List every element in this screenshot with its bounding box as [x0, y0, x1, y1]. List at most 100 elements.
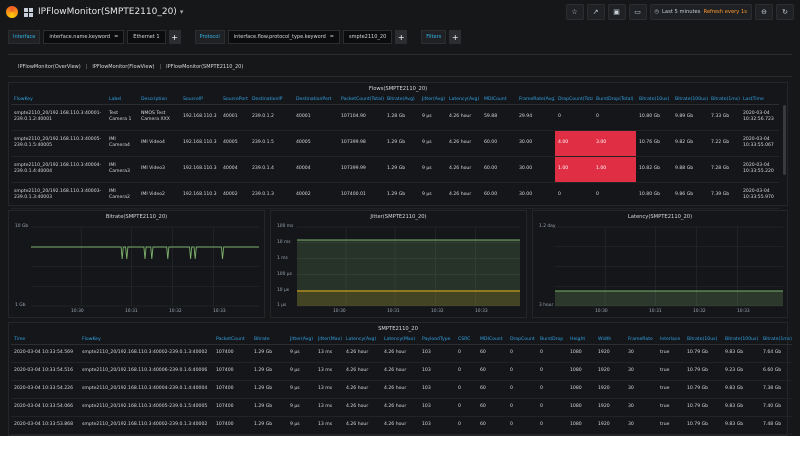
variable-value-protocol[interactable]: smpte2110_20: [342, 30, 393, 44]
column-header[interactable]: Bitrate(Avg): [384, 95, 419, 105]
column-header[interactable]: Time: [11, 335, 79, 345]
column-header[interactable]: DestinationPort: [293, 95, 338, 105]
breadcrumb-link-smpte[interactable]: IPFlowMonitor(SMPTE2110_20): [166, 64, 244, 70]
column-header[interactable]: Interlace: [657, 335, 684, 345]
table-cell: 3.00: [593, 130, 636, 156]
table-row[interactable]: 2020-03-04 10:33:54.066 smpte2110_20/192.…: [11, 398, 792, 416]
table-cell: 1920: [598, 350, 610, 356]
column-header[interactable]: Label: [106, 95, 138, 105]
table-cell: 9.83 Gb: [725, 386, 744, 392]
add-protocol-filter-button[interactable]: +: [395, 30, 408, 44]
star-icon[interactable]: ☆: [565, 4, 584, 20]
grafana-logo-icon[interactable]: [6, 6, 18, 18]
table-cell: 4.26 hour: [449, 114, 472, 120]
table-row[interactable]: smpte2110_20/192.168.110.3:40001-239.0.1…: [11, 104, 779, 130]
column-header[interactable]: Bitrate(1ms): [708, 95, 740, 105]
column-header[interactable]: FlowKey: [11, 95, 106, 105]
table-header-row: Time FlowKey PacketCount Bitrate Jitter(Avg)…: [11, 335, 792, 345]
table-cell: 9 µs: [422, 114, 432, 120]
column-header[interactable]: Description: [138, 95, 180, 105]
latency-chart[interactable]: [533, 211, 789, 319]
table-cell: 0: [458, 350, 461, 356]
table-cell: 30: [628, 386, 634, 392]
column-header[interactable]: FlowKey: [79, 335, 213, 345]
table-row[interactable]: smpte2110_20/192.168.110.3:40004-239.0.1…: [11, 156, 779, 182]
column-header[interactable]: SourceIP: [180, 95, 220, 105]
column-header[interactable]: SourcePort: [220, 95, 249, 105]
column-header[interactable]: Latency(Avg): [343, 335, 381, 345]
column-header[interactable]: Bitrate(10us): [684, 335, 722, 345]
table-cell: 7.22 Gb: [711, 140, 730, 146]
column-header[interactable]: MDICount: [481, 95, 516, 105]
table-row[interactable]: 2020-03-04 10:33:53.868 smpte2110_20/192.…: [11, 416, 792, 434]
time-range-picker[interactable]: ◷ Last 5 minutes Refresh every 1s: [649, 4, 752, 20]
table-cell: 40005: [296, 140, 311, 146]
table-cell: 40004: [296, 166, 311, 172]
table-cell: 40005: [223, 140, 238, 146]
column-header[interactable]: DestinationIP: [249, 95, 293, 105]
y-tick-label: 10 µs: [277, 288, 290, 293]
column-header[interactable]: Bitrate(10us): [636, 95, 672, 105]
table-cell: 6.60 Gb: [763, 368, 782, 374]
table-row[interactable]: 2020-03-04 10:33:54.516 smpte2110_20/192.…: [11, 362, 792, 380]
table-cell: 0: [510, 350, 513, 356]
column-header[interactable]: Latency(Avg): [446, 95, 481, 105]
dashboard-title[interactable]: IPFlowMonitor(SMPTE2110_20): [38, 7, 177, 17]
column-header[interactable]: PacketCount: [213, 335, 251, 345]
column-header[interactable]: FrameRate(Avg): [516, 95, 555, 105]
table-scrollbar[interactable]: [783, 105, 786, 175]
column-header[interactable]: Bitrate(100us): [722, 335, 760, 345]
chevron-down-icon[interactable]: ▾: [179, 8, 184, 16]
column-header[interactable]: DropCount(Total): [555, 95, 593, 105]
column-header[interactable]: MDICount: [477, 335, 507, 345]
table-row[interactable]: 2020-03-04 10:33:54.569 smpte2110_20/192.…: [11, 344, 792, 362]
x-tick-label: 10:31: [649, 309, 662, 314]
table-cell: 1.29 Gb: [254, 386, 273, 392]
variable-key-interface[interactable]: interface.name.keyword =: [43, 30, 125, 44]
zoom-out-icon[interactable]: ⊖: [755, 4, 773, 20]
column-header[interactable]: BurstDrop: [537, 335, 567, 345]
column-header[interactable]: Latency(Max): [381, 335, 419, 345]
table-cell: 1080: [570, 350, 582, 356]
add-filter-button[interactable]: +: [449, 30, 462, 44]
column-header[interactable]: Width: [595, 335, 625, 345]
table-cell: 192.168.110.3: [183, 192, 217, 198]
save-icon[interactable]: ▣: [607, 4, 626, 20]
column-header[interactable]: Bitrate: [251, 335, 287, 345]
table-cell: 0: [458, 404, 461, 410]
table-cell: 239.0.1.4: [252, 166, 274, 172]
column-header[interactable]: Jitter(Max): [315, 335, 343, 345]
table-cell: 30: [628, 422, 634, 428]
column-header[interactable]: Height: [567, 335, 595, 345]
breadcrumb-link-flowview[interactable]: IPFlowMonitor(FlowView): [92, 64, 155, 70]
table-row[interactable]: 2020-03-04 10:33:54.226 smpte2110_20/192.…: [11, 380, 792, 398]
jitter-chart[interactable]: [271, 211, 528, 319]
breadcrumb-separator: |: [159, 64, 162, 70]
table-cell: 9.23 Gb: [725, 368, 744, 374]
column-header[interactable]: DropCount: [507, 335, 537, 345]
column-header[interactable]: FrameRate: [625, 335, 657, 345]
table-cell: 2020-03-04 10:33:55.970: [743, 189, 774, 200]
refresh-icon[interactable]: ↻: [776, 4, 794, 20]
table-row[interactable]: smpte2110_20/192.168.110.3:40003-239.0.1…: [11, 182, 779, 208]
table-row[interactable]: smpte2110_20/192.168.110.3:40005-239.0.1…: [11, 130, 779, 156]
bitrate-chart[interactable]: [9, 211, 266, 319]
share-icon[interactable]: ↗: [586, 4, 605, 20]
panel-title: SMPTE2110_20: [378, 326, 418, 332]
column-header[interactable]: PayloadType: [419, 335, 455, 345]
breadcrumb-link-overview[interactable]: IPFlowMonitor(OverView): [18, 64, 81, 70]
tv-mode-icon[interactable]: ▭: [628, 4, 647, 20]
add-interface-filter-button[interactable]: +: [168, 30, 181, 44]
column-header[interactable]: CSRC: [455, 335, 477, 345]
column-header[interactable]: PacketCount(Total): [338, 95, 384, 105]
column-header[interactable]: Bitrate(100us): [672, 95, 708, 105]
variable-value-interface[interactable]: Ethernet 1: [127, 30, 166, 44]
column-header[interactable]: Jitter(Avg): [287, 335, 315, 345]
variable-key-protocol[interactable]: interface.flow.protocol_type.keyword =: [227, 30, 340, 44]
column-header[interactable]: BurstDrop(Total): [593, 95, 636, 105]
table-cell: 9 µs: [422, 166, 432, 172]
column-header[interactable]: LastTime: [740, 95, 779, 105]
table-cell: 2020-03-04 10:33:54.226: [14, 386, 74, 392]
column-header[interactable]: Jitter(Avg): [419, 95, 446, 105]
column-header[interactable]: Bitrate(1ms): [760, 335, 792, 345]
